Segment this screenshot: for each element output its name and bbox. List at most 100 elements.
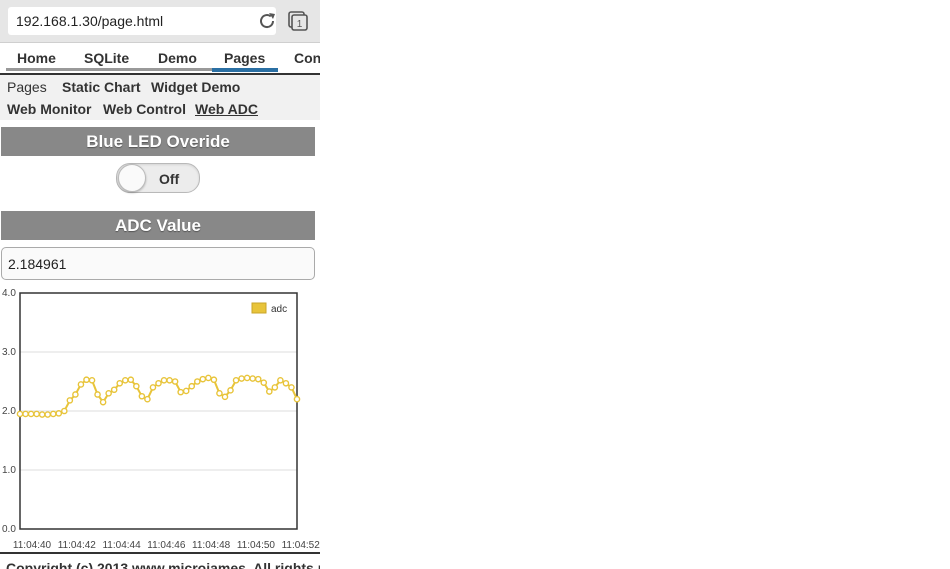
data-point [193, 378, 201, 385]
nav-item-demo[interactable]: Demo [158, 50, 197, 66]
data-point [282, 379, 290, 387]
data-point [22, 410, 29, 418]
led-toggle-switch[interactable]: Off [116, 163, 200, 193]
data-point [33, 410, 40, 418]
data-point [61, 407, 68, 415]
data-point [171, 378, 179, 385]
subnav-item-static-chart[interactable]: Static Chart [62, 79, 141, 95]
data-point [83, 376, 90, 384]
x-tick-label: 11:04:44 [102, 540, 141, 551]
data-point [265, 388, 273, 395]
data-point [138, 392, 146, 400]
data-point [77, 381, 85, 388]
x-tick-label: 11:04:46 [147, 540, 186, 551]
data-point [221, 393, 229, 401]
y-tick-label: 0.0 [2, 524, 16, 535]
nav-item-con[interactable]: Con [294, 50, 320, 66]
data-point [110, 386, 118, 394]
y-tick-label: 1.0 [2, 465, 16, 476]
data-point [49, 410, 57, 418]
data-point [254, 375, 262, 383]
toggle-label: Off [159, 171, 180, 187]
legend-label-adc: adc [271, 304, 287, 315]
x-tick-label: 11:04:42 [58, 540, 97, 551]
subnav-item-web-adc[interactable]: Web ADC [195, 101, 258, 117]
x-tick-label: 11:04:52 [282, 540, 320, 551]
data-point [232, 377, 240, 384]
tabs-icon[interactable]: 1 [287, 10, 309, 32]
main-nav: Home SQLite Demo Pages Con [0, 43, 320, 75]
data-point [177, 388, 184, 396]
data-point [210, 376, 218, 384]
y-tick-label: 3.0 [2, 347, 16, 358]
data-point [243, 374, 251, 382]
data-point [66, 397, 74, 404]
x-tick-label: 11:04:40 [13, 540, 52, 551]
data-point [55, 410, 63, 417]
subnav-item-pages[interactable]: Pages [7, 79, 47, 95]
data-point [293, 395, 301, 403]
chart-y-axis: 0.0 1.0 2.0 3.0 4.0 [2, 288, 16, 535]
chart-legend: adc [251, 302, 287, 315]
data-point [260, 379, 268, 386]
data-point [238, 375, 245, 382]
data-point [199, 375, 207, 383]
adc-value-field[interactable] [1, 247, 315, 280]
data-point [144, 395, 151, 403]
data-point [105, 390, 112, 397]
subnav-item-widget-demo[interactable]: Widget Demo [151, 79, 241, 95]
toggle-knob[interactable] [118, 164, 146, 192]
url-text: 192.168.1.30/page.html [16, 13, 164, 29]
data-point [99, 398, 107, 406]
x-tick-label: 11:04:50 [237, 540, 276, 551]
legend-swatch-adc [251, 302, 267, 314]
data-point [182, 387, 190, 395]
y-tick-label: 2.0 [2, 406, 16, 417]
footer-divider [0, 552, 320, 554]
browser-toolbar: 192.168.1.30/page.html 1 [0, 0, 320, 43]
mobile-viewport: 192.168.1.30/page.html 1 Home SQLite Dem… [0, 0, 320, 569]
nav-item-pages[interactable]: Pages [224, 50, 266, 66]
nav-item-sqlite[interactable]: SQLite [84, 50, 130, 66]
data-point [160, 377, 168, 384]
data-point [38, 411, 46, 418]
nav-scrollbar[interactable] [6, 68, 212, 71]
series-points-adc [16, 374, 301, 418]
data-point [288, 384, 295, 391]
data-point [116, 379, 124, 387]
data-point [216, 390, 223, 397]
data-point [121, 377, 129, 384]
subnav-item-web-monitor[interactable]: Web Monitor [7, 101, 92, 117]
led-section-header: Blue LED Overide [1, 127, 315, 156]
data-point [88, 377, 96, 384]
data-point [271, 384, 279, 391]
data-point [277, 377, 284, 384]
data-point [188, 382, 196, 390]
adc-chart: 0.0 1.0 2.0 3.0 4.0 11:04:40 11:04:42 11:04:44… [2, 288, 320, 551]
data-point [205, 374, 212, 382]
footer-copyright: Copyright (c) 2013 www.microjames. All r… [6, 560, 320, 569]
data-point [249, 375, 256, 382]
data-point [149, 384, 157, 391]
chart-x-axis: 11:04:40 11:04:42 11:04:44 11:04:46 11:04:48… [13, 540, 320, 551]
data-point [16, 410, 24, 418]
data-point [27, 410, 35, 418]
adc-section-header: ADC Value [1, 211, 315, 240]
data-point [127, 376, 135, 384]
svg-text:1: 1 [297, 19, 303, 30]
data-point [133, 382, 140, 390]
y-tick-label: 4.0 [2, 288, 16, 299]
data-point [72, 391, 79, 398]
nav-active-indicator [212, 68, 278, 72]
data-point [44, 411, 52, 418]
data-point [227, 387, 234, 394]
subnav-item-web-control[interactable]: Web Control [103, 101, 186, 117]
data-point [166, 377, 173, 384]
data-point [155, 379, 162, 387]
sub-nav: Pages Static Chart Widget Demo Web Monit… [0, 75, 320, 120]
x-tick-label: 11:04:48 [192, 540, 231, 551]
reload-icon[interactable] [256, 10, 278, 32]
address-bar[interactable]: 192.168.1.30/page.html [8, 7, 276, 35]
nav-item-home[interactable]: Home [17, 50, 56, 66]
data-point [94, 391, 101, 398]
